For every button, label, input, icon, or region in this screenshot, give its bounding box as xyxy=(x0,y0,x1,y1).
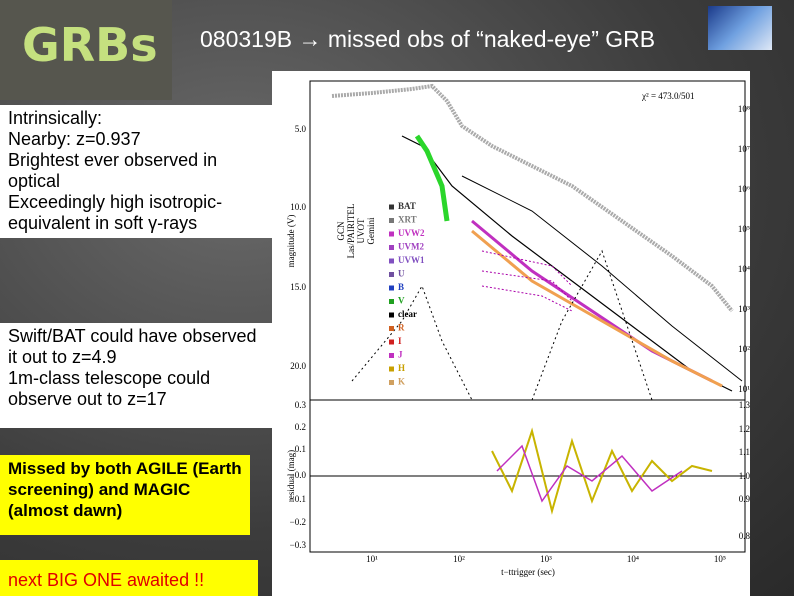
legend-swatch xyxy=(389,339,394,345)
band-label: H xyxy=(398,363,405,373)
text-line: Intrinsically: xyxy=(8,108,103,128)
legend-swatch xyxy=(389,272,394,277)
ratio-tick-label: 1.1 xyxy=(739,447,750,457)
figure-bg xyxy=(272,71,750,596)
band-label: R xyxy=(398,323,405,333)
logo-box xyxy=(0,0,172,100)
ratio-tick-label: 1.2 xyxy=(739,424,750,434)
legend-swatch xyxy=(389,231,394,237)
y2-tick-label: 10⁵ xyxy=(738,224,750,234)
y2-tick-label: 10⁶ xyxy=(738,184,750,194)
band-label: UVW2 xyxy=(398,228,425,238)
resid-tick-label: −0.3 xyxy=(290,540,307,550)
resid-tick-label: −0.0 xyxy=(290,470,307,480)
legend-swatch xyxy=(389,258,394,264)
legend-swatch xyxy=(389,245,394,250)
y2-tick-label: 10⁷ xyxy=(738,144,750,154)
legend-swatch xyxy=(389,366,394,372)
y2-tick-label: 10¹ xyxy=(738,384,750,394)
y2-tick-label: 10⁴ xyxy=(738,264,750,274)
ratio-tick-label: 0.8 xyxy=(739,531,750,541)
icon xyxy=(708,6,772,50)
band-label: U xyxy=(398,269,405,279)
ir-data xyxy=(471,229,723,388)
y2-tick-label: 10⁸ xyxy=(738,104,750,114)
band-label: I xyxy=(398,336,402,346)
y2-tick-label: 10³ xyxy=(738,304,750,314)
resid-data xyxy=(491,427,713,515)
text-line: 1m-class telescope could observe out to … xyxy=(8,368,211,409)
resid-tick-label: 0.2 xyxy=(295,422,306,432)
x-tick-label: 10² xyxy=(453,554,465,564)
resid-tick-label: −0.1 xyxy=(290,494,306,504)
y-tick-label: 20.0 xyxy=(290,361,306,371)
text-box: Swift/BAT could have observed it out to … xyxy=(0,323,272,428)
text-line: Brightest ever observed in optical xyxy=(8,150,218,191)
x-tick-label: 10¹ xyxy=(366,554,378,564)
slide-title: 080319B → missed obs of “naked-eye” GRB xyxy=(200,26,656,52)
band-label: clear xyxy=(398,309,417,319)
text-box: Intrinsically: Nearby: z=0.937 Brightest e… xyxy=(0,105,272,238)
text-line: Exceedingly high isotropic-equivalent in… xyxy=(8,192,223,233)
logo: GRBs xyxy=(22,18,158,72)
dashed-lines xyxy=(481,250,573,312)
x-tick-label: 10⁴ xyxy=(627,554,639,564)
legend-swatch xyxy=(389,380,394,385)
x-tick-label: 10³ xyxy=(540,554,552,564)
text-box: Missed by both AGILE (Earth screening) a… xyxy=(0,455,250,535)
y-label: magnitude (V) xyxy=(286,215,296,268)
text-box: next BIG ONE awaited !! xyxy=(0,560,258,596)
legend-swatch xyxy=(389,299,394,304)
band-label: UVM2 xyxy=(398,242,424,252)
x-label: t−ttrigger (sec) xyxy=(501,567,555,577)
text-line: Missed by both AGILE (Earth screening) a… xyxy=(8,459,242,520)
x-tick-label: 10⁵ xyxy=(714,554,726,564)
source-label: Las/PAIRITEL xyxy=(346,204,356,259)
legend-swatch xyxy=(389,204,394,210)
band-label: J xyxy=(398,350,403,360)
text-line: next BIG ONE awaited !! xyxy=(8,570,205,590)
y2-tick-label: 10² xyxy=(738,344,750,354)
y-tick-label: 10.0 xyxy=(290,202,306,212)
band-label: V xyxy=(398,296,405,306)
ratio-tick-label: 0.9 xyxy=(739,494,750,504)
legend-swatch xyxy=(389,353,394,358)
band-label: UVW1 xyxy=(398,255,425,265)
text-line: Nearby: z=0.937 xyxy=(8,129,141,149)
xrt-data xyxy=(331,83,734,313)
legend-swatch xyxy=(389,326,394,331)
ratio-tick-label: 1.3 xyxy=(739,400,750,410)
source-label: UVOT xyxy=(356,218,366,243)
resid-tick-label: 0.3 xyxy=(295,400,307,410)
source-label: Gemini xyxy=(366,217,376,244)
resid-data-2 xyxy=(496,444,683,503)
annotation: χ² = 473.0/501 xyxy=(641,91,695,101)
band-label: BAT xyxy=(398,201,416,211)
source-label: GCN xyxy=(336,221,346,241)
y-tick-label: 15.0 xyxy=(290,282,306,292)
text-line: Swift/BAT could have observed it out to … xyxy=(8,326,257,367)
band-label: B xyxy=(398,282,404,292)
band-label: XRT xyxy=(398,215,417,225)
y-tick-label: 5.0 xyxy=(295,124,307,134)
resid-tick-label: 0.1 xyxy=(295,444,306,454)
legend-swatch xyxy=(389,312,394,318)
model-line-2 xyxy=(461,175,743,382)
legend-swatch xyxy=(389,218,394,223)
legend-swatch xyxy=(389,285,394,291)
green-data xyxy=(414,134,450,222)
band-label: K xyxy=(398,377,405,387)
ratio-tick-label: 1.0 xyxy=(739,471,750,481)
resid-tick-label: −0.2 xyxy=(290,517,306,527)
resid-label: residual (mag) xyxy=(286,450,296,502)
